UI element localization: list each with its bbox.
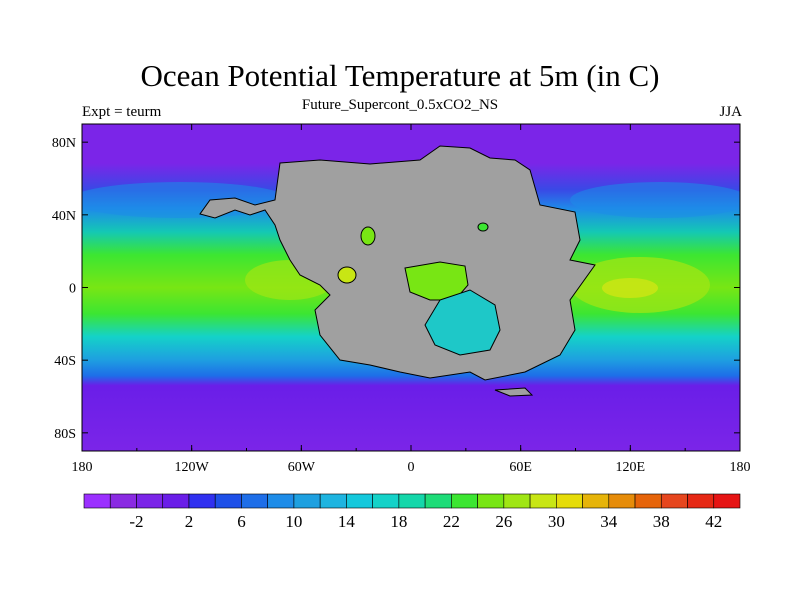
colorbar-swatch (241, 493, 268, 509)
southern-inland-sea (424, 289, 501, 356)
colorbar-swatch (608, 493, 636, 509)
experiment-subtitle: Future_Supercont_0.5xCO2_NS (301, 97, 499, 113)
colorbar-swatch (503, 493, 531, 509)
y-axis-ticks: 80N 40N 0 40S 80S (52, 136, 740, 442)
colorbar-swatch (582, 493, 610, 509)
x-tick-label: 60E (509, 460, 532, 475)
colorbar-swatch (372, 493, 400, 509)
colorbar-swatch (451, 493, 478, 509)
colorbar-swatch (293, 493, 321, 509)
colorbar-label: 34 (600, 512, 618, 531)
colorbar-label: 42 (705, 512, 722, 531)
x-axis-ticks: 180 120W 60W 0 60E 120E 180 (72, 124, 751, 475)
colorbar-swatch (136, 493, 164, 509)
colorbar-swatch (188, 493, 216, 509)
colorbar-swatch (109, 493, 137, 509)
colorbar-swatch (83, 493, 111, 509)
y-tick-label: 40N (52, 209, 76, 224)
colorbar-swatch (634, 493, 662, 509)
colorbar-swatch (267, 493, 295, 509)
y-tick-label: 80S (54, 427, 76, 442)
colorbar-swatch (162, 493, 190, 509)
colorbar-label: 26 (495, 512, 512, 531)
x-tick-label: 120E (616, 460, 646, 475)
colorbar-swatch (529, 493, 557, 509)
colorbar-swatch (398, 493, 426, 509)
x-tick-label: 180 (730, 460, 751, 475)
warm-core-east (602, 278, 658, 298)
colorbar-label: 18 (390, 512, 407, 531)
colorbar-label: 10 (285, 512, 302, 531)
colorbar-label: 2 (185, 512, 194, 531)
colorbar-swatch (556, 493, 583, 509)
map-plot-area (82, 124, 740, 451)
colorbar-swatch (214, 493, 242, 509)
colorbar-swatch (424, 493, 452, 509)
colorbar-swatch (319, 493, 347, 509)
y-tick-label: 80N (52, 136, 76, 151)
small-lake-east (477, 222, 489, 232)
colorbar-label: -2 (129, 512, 143, 531)
x-tick-label: 60W (288, 460, 316, 475)
colorbar-label: 30 (548, 512, 565, 531)
x-tick-label: 0 (408, 460, 415, 475)
season-label: JJA (719, 104, 742, 120)
colorbar-swatch (687, 493, 715, 509)
experiment-label: Expt = teurm (82, 104, 162, 120)
colorbar-swatch (660, 493, 688, 509)
colorbar-label: 6 (237, 512, 246, 531)
y-tick-label: 40S (54, 354, 76, 369)
colorbar: -2 2 6 10 14 18 22 26 30 34 38 42 (83, 493, 741, 531)
colorbar-swatch (346, 493, 373, 509)
x-tick-label: 180 (72, 460, 93, 475)
colorbar-swatch (477, 493, 505, 509)
north-band-east (570, 182, 740, 218)
colorbar-label: 14 (338, 512, 356, 531)
colorbar-label: 38 (653, 512, 670, 531)
page-title: Ocean Potential Temperature at 5m (in C) (140, 58, 660, 93)
colorbar-label: 22 (443, 512, 460, 531)
y-tick-label: 0 (69, 282, 76, 297)
x-tick-label: 120W (175, 460, 210, 475)
small-lake-west (337, 266, 357, 284)
small-lake-north (360, 226, 376, 246)
southern-island (494, 387, 534, 397)
colorbar-swatch (713, 493, 741, 509)
